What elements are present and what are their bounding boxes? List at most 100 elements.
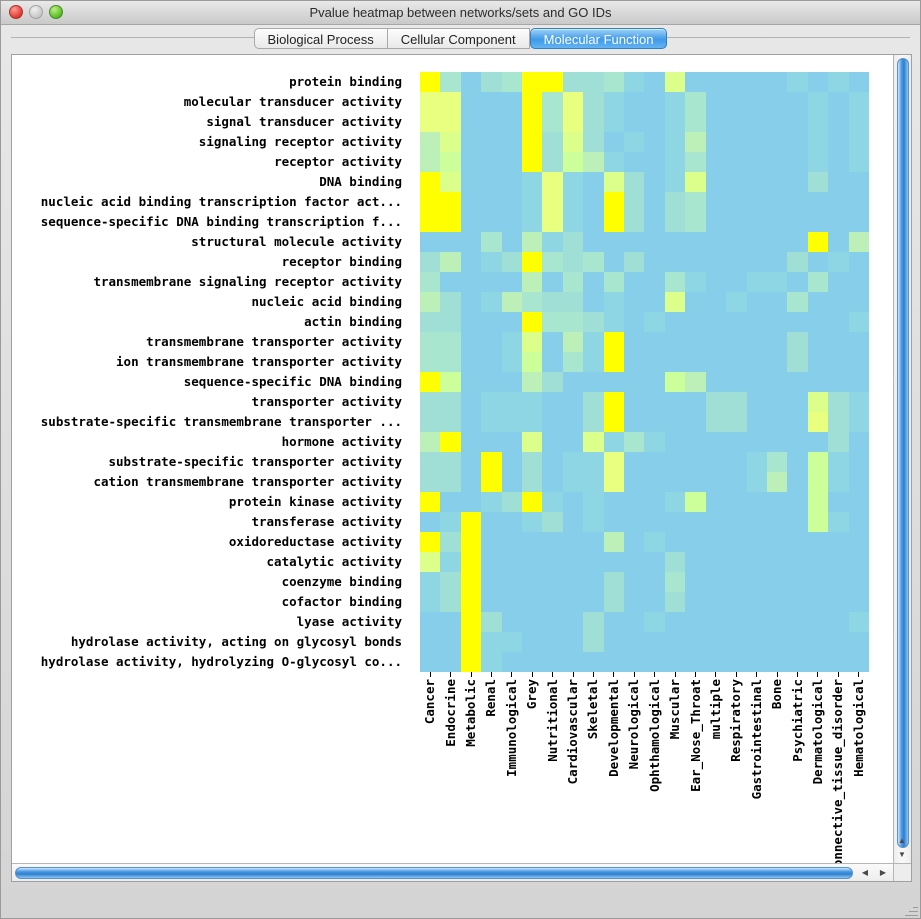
heatmap-cell[interactable]	[420, 552, 441, 572]
heatmap-cell[interactable]	[766, 72, 788, 92]
heatmap-cell[interactable]	[501, 472, 523, 492]
heatmap-cell[interactable]	[644, 232, 665, 252]
heatmap-cell[interactable]	[746, 72, 767, 92]
heatmap-cell[interactable]	[746, 592, 767, 612]
heatmap-cell[interactable]	[542, 352, 563, 372]
heatmap-cell[interactable]	[501, 152, 523, 172]
heatmap-cell[interactable]	[460, 352, 482, 372]
heatmap-cell[interactable]	[542, 212, 563, 232]
heatmap-cell[interactable]	[542, 652, 563, 672]
heatmap-cell[interactable]	[828, 552, 849, 572]
heatmap-cell[interactable]	[787, 252, 808, 272]
heatmap-cell[interactable]	[848, 432, 869, 452]
heatmap-cell[interactable]	[807, 432, 829, 452]
heatmap-cell[interactable]	[644, 632, 665, 652]
heatmap-cell[interactable]	[705, 132, 727, 152]
heatmap-cell[interactable]	[787, 172, 808, 192]
heatmap-cell[interactable]	[420, 652, 441, 672]
heatmap-cell[interactable]	[685, 152, 706, 172]
heatmap-cell[interactable]	[583, 552, 604, 572]
heatmap-cell[interactable]	[685, 572, 706, 592]
heatmap-cell[interactable]	[644, 172, 665, 192]
heatmap-cell[interactable]	[766, 432, 788, 452]
heatmap-cell[interactable]	[685, 352, 706, 372]
heatmap-cell[interactable]	[542, 192, 563, 212]
heatmap-cell[interactable]	[705, 352, 727, 372]
heatmap-cell[interactable]	[807, 372, 829, 392]
heatmap-cell[interactable]	[440, 312, 461, 332]
heatmap-cell[interactable]	[603, 512, 625, 532]
heatmap-cell[interactable]	[603, 632, 625, 652]
heatmap-cell[interactable]	[644, 392, 665, 412]
heatmap-cell[interactable]	[746, 192, 767, 212]
heatmap-cell[interactable]	[420, 112, 441, 132]
heatmap-cell[interactable]	[787, 572, 808, 592]
heatmap-cell[interactable]	[807, 492, 829, 512]
heatmap-cell[interactable]	[624, 592, 645, 612]
heatmap-cell[interactable]	[807, 412, 829, 432]
heatmap-cell[interactable]	[522, 312, 543, 332]
heatmap-cell[interactable]	[664, 452, 686, 472]
heatmap-cell[interactable]	[746, 372, 767, 392]
heatmap-cell[interactable]	[562, 112, 584, 132]
heatmap-cell[interactable]	[705, 252, 727, 272]
heatmap-cell[interactable]	[603, 652, 625, 672]
heatmap-cell[interactable]	[766, 552, 788, 572]
heatmap-cell[interactable]	[848, 532, 869, 552]
heatmap-cell[interactable]	[685, 292, 706, 312]
heatmap-cell[interactable]	[685, 652, 706, 672]
heatmap-cell[interactable]	[644, 572, 665, 592]
heatmap-cell[interactable]	[420, 292, 441, 312]
heatmap-cell[interactable]	[644, 272, 665, 292]
heatmap-cell[interactable]	[481, 292, 502, 312]
heatmap-cell[interactable]	[603, 152, 625, 172]
heatmap-cell[interactable]	[664, 212, 686, 232]
heatmap-cell[interactable]	[787, 92, 808, 112]
heatmap-cell[interactable]	[522, 632, 543, 652]
heatmap-cell[interactable]	[705, 152, 727, 172]
heatmap-cell[interactable]	[644, 112, 665, 132]
horizontal-scrollbar-thumb[interactable]	[15, 867, 853, 879]
heatmap-cell[interactable]	[440, 172, 461, 192]
heatmap-cell[interactable]	[583, 412, 604, 432]
heatmap-cell[interactable]	[807, 612, 829, 632]
heatmap-cell[interactable]	[603, 112, 625, 132]
heatmap-cell[interactable]	[562, 452, 584, 472]
heatmap-cell[interactable]	[440, 492, 461, 512]
heatmap-cell[interactable]	[685, 472, 706, 492]
heatmap-cell[interactable]	[787, 492, 808, 512]
heatmap-cell[interactable]	[705, 452, 727, 472]
heatmap-cell[interactable]	[705, 552, 727, 572]
heatmap-cell[interactable]	[522, 572, 543, 592]
heatmap-cell[interactable]	[522, 252, 543, 272]
heatmap-cell[interactable]	[664, 312, 686, 332]
heatmap-cell[interactable]	[766, 152, 788, 172]
heatmap-cell[interactable]	[542, 232, 563, 252]
heatmap-cell[interactable]	[420, 492, 441, 512]
heatmap-cell[interactable]	[440, 332, 461, 352]
heatmap-cell[interactable]	[766, 492, 788, 512]
heatmap-cell[interactable]	[685, 532, 706, 552]
heatmap-cell[interactable]	[460, 212, 482, 232]
heatmap-cell[interactable]	[807, 652, 829, 672]
heatmap-cell[interactable]	[562, 352, 584, 372]
heatmap-cell[interactable]	[562, 432, 584, 452]
heatmap-cell[interactable]	[624, 392, 645, 412]
heatmap-cell[interactable]	[481, 492, 502, 512]
heatmap-cell[interactable]	[440, 212, 461, 232]
heatmap-cell[interactable]	[460, 152, 482, 172]
heatmap-cell[interactable]	[440, 452, 461, 472]
heatmap-cell[interactable]	[603, 552, 625, 572]
heatmap-cell[interactable]	[420, 172, 441, 192]
heatmap-cell[interactable]	[420, 352, 441, 372]
heatmap-cell[interactable]	[664, 232, 686, 252]
heatmap-cell[interactable]	[624, 472, 645, 492]
heatmap-cell[interactable]	[828, 512, 849, 532]
heatmap-cell[interactable]	[828, 292, 849, 312]
heatmap-cell[interactable]	[420, 372, 441, 392]
heatmap-cell[interactable]	[726, 592, 747, 612]
heatmap-cell[interactable]	[828, 352, 849, 372]
heatmap-cell[interactable]	[460, 92, 482, 112]
heatmap-cell[interactable]	[787, 612, 808, 632]
heatmap-cell[interactable]	[542, 72, 563, 92]
